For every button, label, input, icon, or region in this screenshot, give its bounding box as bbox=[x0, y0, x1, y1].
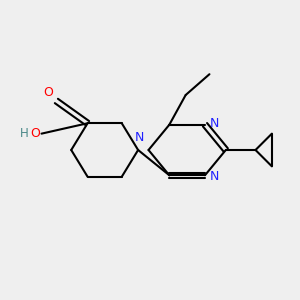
Text: N: N bbox=[209, 117, 219, 130]
Text: N: N bbox=[209, 170, 219, 183]
Text: H: H bbox=[20, 127, 28, 140]
Text: O: O bbox=[43, 85, 53, 99]
Text: N: N bbox=[135, 131, 144, 144]
Text: O: O bbox=[30, 127, 40, 140]
